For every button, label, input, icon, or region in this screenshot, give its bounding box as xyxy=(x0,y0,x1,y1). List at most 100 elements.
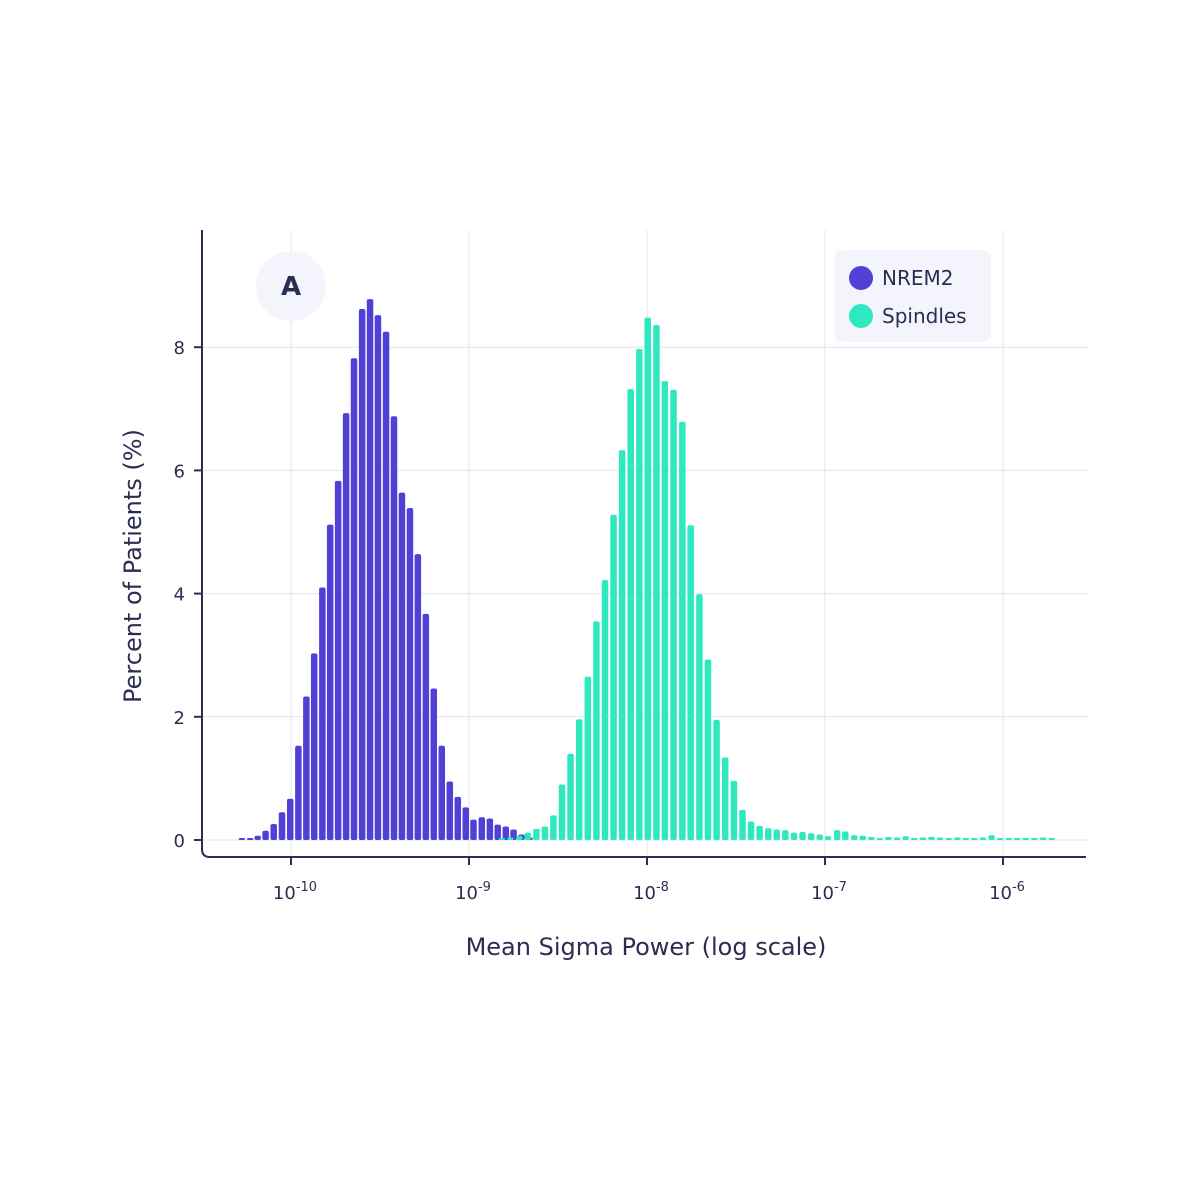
legend: NREM2 Spindles xyxy=(834,250,991,342)
bar-spindles xyxy=(610,514,617,840)
bar-spindles xyxy=(730,780,738,840)
bar-nrem2 xyxy=(454,796,462,840)
bar-nrem2 xyxy=(422,613,430,840)
bar-spindles xyxy=(885,836,892,840)
bar-spindles xyxy=(618,450,626,840)
bar-nrem2 xyxy=(334,480,342,840)
axis-lines xyxy=(201,230,1086,858)
bar-spindles xyxy=(704,659,712,840)
bar-spindles xyxy=(876,838,883,840)
bar-nrem2 xyxy=(319,587,326,840)
bar-spindles xyxy=(558,784,566,840)
bar-spindles xyxy=(713,719,720,840)
x-tick-label: 10-9 xyxy=(455,880,491,904)
bar-nrem2 xyxy=(406,507,414,840)
bar-spindles xyxy=(670,389,677,840)
bar-spindles xyxy=(541,826,549,840)
bar-spindles xyxy=(971,838,978,840)
y-tick-label: 8 xyxy=(174,338,185,359)
bar-spindles xyxy=(516,835,523,840)
bar-spindles xyxy=(653,325,660,840)
bar-nrem2 xyxy=(478,817,486,840)
y-tick-label: 4 xyxy=(174,585,185,606)
bar-spindles xyxy=(756,825,763,840)
bar-spindles xyxy=(902,836,909,840)
legend-box xyxy=(834,250,991,342)
x-tick-label: 10-7 xyxy=(811,880,847,904)
bar-spindles xyxy=(765,828,772,840)
bar-nrem2 xyxy=(494,824,501,840)
bar-nrem2 xyxy=(238,838,246,840)
panel-label-circle xyxy=(256,251,326,321)
bar-nrem2 xyxy=(358,309,366,840)
bar-spindles xyxy=(807,833,815,840)
bar-spindles xyxy=(661,381,669,840)
bar-spindles xyxy=(593,621,600,840)
y-tick-label: 0 xyxy=(174,831,185,852)
x-tick-label: 10-6 xyxy=(989,880,1025,904)
axes xyxy=(194,230,1086,865)
x-axis-title: Mean Sigma Power (log scale) xyxy=(466,933,827,961)
bar-spindles xyxy=(1031,838,1038,840)
bar-spindles xyxy=(679,421,686,840)
bar-nrem2 xyxy=(438,745,446,840)
bar-spindles xyxy=(859,835,867,840)
bar-spindles xyxy=(644,317,652,840)
histogram-bars xyxy=(238,299,1056,840)
bar-nrem2 xyxy=(390,416,398,840)
legend-swatch-nrem2 xyxy=(849,266,873,290)
y-tick-label: 2 xyxy=(174,708,185,729)
bar-nrem2 xyxy=(366,299,374,840)
bar-spindles xyxy=(747,821,755,840)
bar-spindles xyxy=(687,525,694,840)
bar-spindles xyxy=(498,838,506,840)
bar-spindles xyxy=(953,837,961,840)
legend-label-spindles: Spindles xyxy=(882,304,967,328)
bar-nrem2 xyxy=(510,829,517,840)
bar-spindles xyxy=(533,828,540,840)
bar-nrem2 xyxy=(254,835,261,840)
bar-spindles xyxy=(567,753,574,840)
bar-spindles xyxy=(988,835,995,840)
bar-spindles xyxy=(1048,838,1056,840)
bar-nrem2 xyxy=(382,331,390,840)
bar-nrem2 xyxy=(342,413,350,840)
bar-spindles xyxy=(550,815,557,840)
bar-spindles xyxy=(739,809,746,840)
bar-nrem2 xyxy=(398,492,406,840)
panel-label: A xyxy=(281,272,301,302)
x-tick-label: 10-10 xyxy=(273,880,317,904)
bar-spindles xyxy=(627,389,634,840)
bar-spindles xyxy=(1013,838,1021,840)
bar-spindles xyxy=(790,832,798,840)
bar-spindles xyxy=(996,838,1004,840)
bar-nrem2 xyxy=(502,826,510,840)
bar-nrem2 xyxy=(486,818,494,840)
bar-spindles xyxy=(910,838,918,840)
bar-nrem2 xyxy=(278,812,286,840)
bar-nrem2 xyxy=(270,823,277,840)
tick-labels: 0 2 4 6 8 10-10 10-9 10-8 10-7 10-6 xyxy=(174,338,1025,904)
bar-nrem2 xyxy=(446,781,454,840)
bar-spindles xyxy=(945,838,952,840)
bar-nrem2 xyxy=(350,358,358,840)
bar-nrem2 xyxy=(310,653,318,840)
bar-nrem2 xyxy=(262,830,269,840)
bar-nrem2 xyxy=(295,745,302,840)
bar-spindles xyxy=(851,835,858,840)
bar-spindles xyxy=(928,836,935,840)
legend-label-nrem2: NREM2 xyxy=(882,266,953,290)
bar-nrem2 xyxy=(326,524,334,840)
bar-spindles xyxy=(816,834,823,840)
bar-nrem2 xyxy=(414,554,422,840)
bar-nrem2 xyxy=(374,315,382,840)
bar-spindles xyxy=(1039,837,1047,840)
bar-spindles xyxy=(893,837,901,840)
bar-spindles xyxy=(575,719,583,840)
bar-spindles xyxy=(842,831,849,840)
bar-spindles xyxy=(601,580,609,840)
bar-nrem2 xyxy=(303,696,310,840)
x-tick-label: 10-8 xyxy=(633,880,669,904)
bar-spindles xyxy=(636,349,643,840)
